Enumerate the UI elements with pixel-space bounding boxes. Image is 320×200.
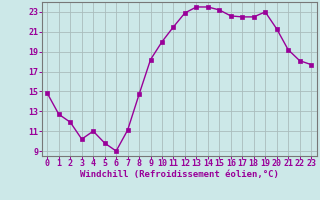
X-axis label: Windchill (Refroidissement éolien,°C): Windchill (Refroidissement éolien,°C) bbox=[80, 170, 279, 179]
